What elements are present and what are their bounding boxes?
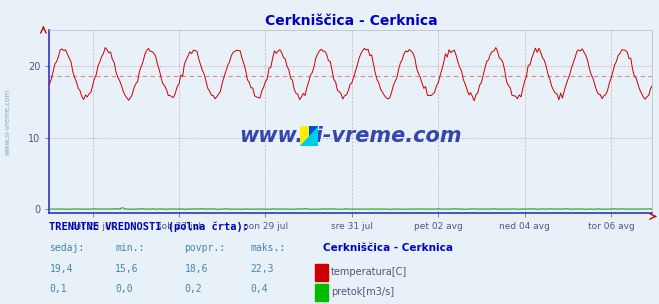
Text: sedaj:: sedaj: bbox=[49, 243, 84, 253]
Text: min.:: min.: bbox=[115, 243, 145, 253]
FancyBboxPatch shape bbox=[300, 126, 309, 146]
Text: maks.:: maks.: bbox=[250, 243, 285, 253]
Text: TRENUTNE VREDNOSTI (polna črta):: TRENUTNE VREDNOSTI (polna črta): bbox=[49, 221, 249, 232]
Text: www.si-vreme.com: www.si-vreme.com bbox=[240, 126, 462, 146]
Text: 19,4: 19,4 bbox=[49, 264, 73, 274]
Text: pretok[m3/s]: pretok[m3/s] bbox=[331, 287, 394, 297]
Polygon shape bbox=[300, 126, 318, 146]
Text: 22,3: 22,3 bbox=[250, 264, 274, 274]
Text: 18,6: 18,6 bbox=[185, 264, 208, 274]
Text: 0,0: 0,0 bbox=[115, 285, 133, 295]
Text: temperatura[C]: temperatura[C] bbox=[331, 267, 407, 277]
Text: 0,4: 0,4 bbox=[250, 285, 268, 295]
Text: povpr.:: povpr.: bbox=[185, 243, 225, 253]
FancyBboxPatch shape bbox=[309, 126, 318, 146]
Text: 0,1: 0,1 bbox=[49, 285, 67, 295]
Title: Cerkniščica - Cerknica: Cerkniščica - Cerknica bbox=[265, 14, 437, 28]
Text: 0,2: 0,2 bbox=[185, 285, 202, 295]
Text: 15,6: 15,6 bbox=[115, 264, 139, 274]
Text: Cerkniščica - Cerknica: Cerkniščica - Cerknica bbox=[323, 243, 453, 253]
Text: www.si-vreme.com: www.si-vreme.com bbox=[5, 88, 11, 155]
